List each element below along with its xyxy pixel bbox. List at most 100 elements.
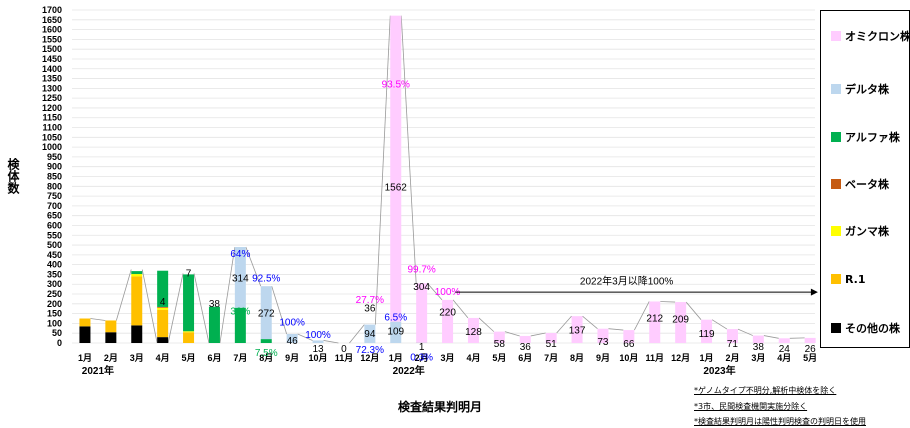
data-label: 36 [364,304,376,315]
bar-segment [545,333,557,343]
bar-segment [157,270,169,307]
bar-segment [183,332,195,343]
data-label: 137 [569,325,586,336]
legend-label: アルファ株 [845,131,900,144]
series-connector [167,273,184,344]
bar-segment [79,318,91,327]
x-tick-label: 1月 [78,353,92,363]
y-tick-label: 350 [47,269,62,279]
legend-swatch [831,179,841,189]
bar-segment [183,274,195,332]
series-connector [90,318,106,321]
bar-segment [234,307,246,343]
percent-label: 64% [230,249,250,260]
bar-segment [390,15,402,322]
legend-label: ベータ株 [845,178,889,191]
y-tick-label: 1050 [42,132,62,142]
year-label: 2021年 [82,364,114,377]
bar-segment [519,335,531,343]
series-connector [608,328,624,331]
y-tick-label: 1200 [42,103,62,113]
series-connector [504,331,520,337]
bar-segment [131,274,143,277]
data-label: 212 [646,314,663,325]
y-tick-label: 450 [47,250,62,260]
bar-segment [493,331,505,343]
y-tick-label: 950 [47,152,62,162]
series-connector [400,15,417,284]
legend: オミクロン株 デルタ株 アルファ株 ベータ株 ガンマ株 R.1 その他の株 [820,10,910,348]
y-tick-label: 1700 [42,5,62,15]
y-tick-label: 100 [47,318,62,328]
data-label: 128 [465,327,482,338]
bar-segment [234,247,246,308]
y-tick-label: 1150 [42,113,62,123]
x-tick-label: 4月 [466,353,480,363]
data-label: 13 [312,344,324,355]
x-tick-label: 8月 [570,353,584,363]
bar-segment [364,324,376,343]
x-tick-label: 2月 [104,353,118,363]
percent-label: 93.5% [382,79,410,90]
bar-segment [105,320,117,333]
y-tick-label: 750 [47,191,62,201]
series-connector [115,269,132,321]
percent-labels: 64%36%92.5%7.5%100%100%27.7%72.3%93.5%6.… [230,79,460,363]
y-tick-label: 800 [47,181,62,191]
y-tick-label: 550 [47,230,62,240]
percent-label: 99.7% [407,265,435,276]
data-label: 1562 [385,182,408,193]
data-label: 94 [364,329,376,340]
data-label: 4 [160,297,166,308]
bar-segment [416,283,428,343]
percent-label: 100% [279,317,305,328]
series-connector [711,319,728,330]
stack-connectors [90,15,805,344]
bar-segment [79,326,91,343]
series-connector [452,299,469,319]
percent-label: 0.3% [410,353,433,364]
y-tick-label: 1650 [42,15,62,25]
bar-segment [157,307,169,310]
series-connector [478,317,495,332]
data-label: 1 [419,342,425,353]
series-connector [193,273,210,344]
series-connector [374,15,391,325]
legend-swatch [831,274,841,284]
x-axis-ticks: 1月 2月 3月 4月 5月 6月 7月 8月 9月 10月 11月 12月 1月 2月 3月 4月 5月 6月 7… [78,353,817,377]
legend-label: オミクロン株 [845,30,910,43]
bar-segment [726,329,738,343]
bar-segment [571,316,583,343]
x-tick-label: 6月 [207,353,221,363]
percent-label: 100% [305,330,331,341]
bar-segment [752,335,764,343]
bar-segment [778,338,790,343]
legend-label: ガンマ株 [845,225,889,238]
series-connector [219,246,236,344]
x-tick-label: 2月 [725,353,739,363]
series-connector [245,246,262,287]
bar-segment [131,271,143,275]
x-tick-label: 1月 [389,353,403,363]
percent-label: 72.3% [356,345,384,356]
series-connector [426,282,443,301]
bar-segment [286,333,298,343]
series-connector [297,333,313,341]
x-tick-label: 9月 [596,353,610,363]
data-label: 7 [186,268,192,279]
series-connector [141,269,158,344]
y-tick-label: 300 [47,279,62,289]
x-tick-label: 5月 [803,353,817,363]
data-label: 26 [805,344,817,355]
arrow-annotation: 2022年3月以降100% [455,274,818,296]
data-label: 51 [546,339,558,350]
bar-segment [157,337,169,343]
x-tick-label: 3月 [441,353,455,363]
bar-segment [467,317,479,343]
value-labels: 4 7 38 314 272 46 13 0 36 94 1562 109 304 1 220 128 58 36… [160,182,816,355]
series-connector [660,301,676,303]
y-axis-ticks: 0501001502002503003504004505005506006507… [42,5,62,348]
y-tick-label: 1600 [42,25,62,35]
legend-label: デルタ株 [845,83,889,96]
bar-segment [260,339,272,343]
